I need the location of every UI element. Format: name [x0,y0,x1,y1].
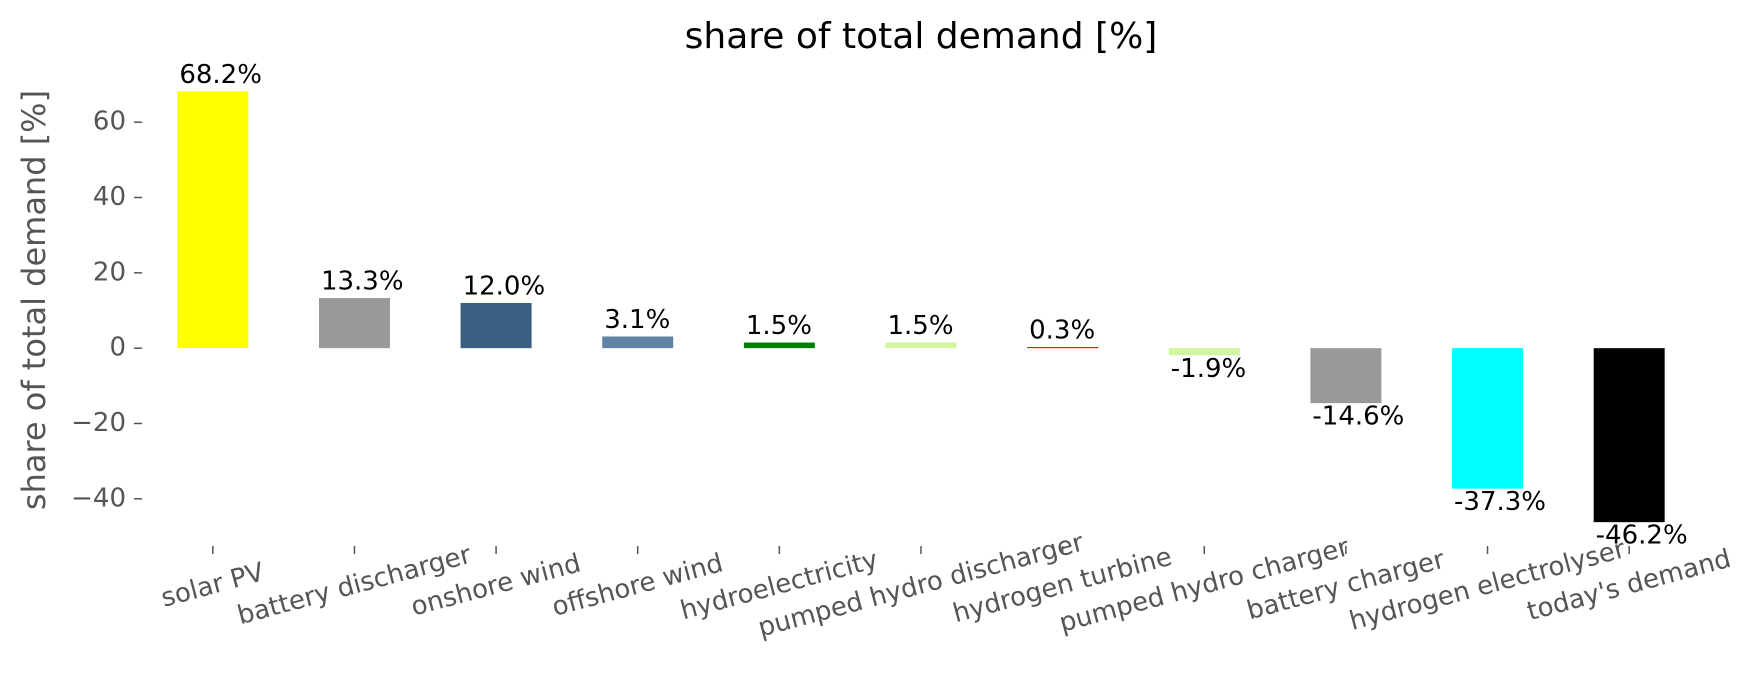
chart-title: share of total demand [%] [685,16,1158,57]
value-label: -37.3% [1454,487,1546,517]
bar [318,298,390,349]
value-label: 68.2% [179,60,262,90]
y-tick-label: −20 [71,408,126,438]
y-tick-label: 40 [93,182,126,212]
bar [177,91,249,349]
value-label: -1.9% [1171,354,1246,384]
bar [885,342,957,349]
y-tick-label: 20 [93,257,126,287]
bar [602,336,674,349]
y-tick-label: 0 [109,333,126,363]
y-axis-label: share of total demand [%] [15,90,53,510]
bar [1027,347,1099,349]
value-label: 3.1% [604,305,670,335]
bar [743,342,815,349]
value-label: 1.5% [888,311,954,341]
value-label: 13.3% [321,267,404,297]
bar [1593,348,1665,523]
y-tick-label: 60 [93,107,126,137]
value-label: 0.3% [1029,316,1095,346]
value-label: -46.2% [1596,521,1688,551]
value-label: -14.6% [1312,402,1404,432]
bar [1168,348,1240,356]
y-tick-label: −40 [71,483,126,513]
bar [460,302,532,349]
value-label: 12.0% [463,271,546,301]
bar [1310,348,1382,404]
bar [1452,348,1524,489]
value-label: 1.5% [746,311,812,341]
